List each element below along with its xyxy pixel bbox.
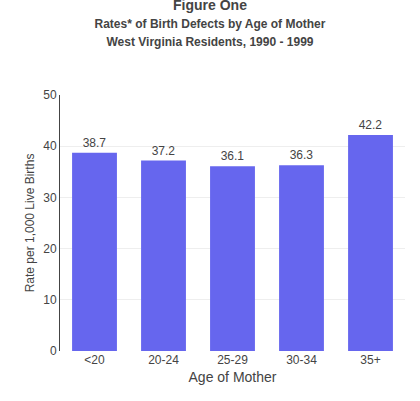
svg-text:20: 20 [43, 242, 57, 256]
svg-text:35+: 35+ [360, 353, 380, 367]
svg-text:Figure OneRates* of Birth Defe: Figure OneRates* of Birth Defects by Age… [95, 0, 326, 49]
svg-text:30: 30 [43, 191, 57, 205]
svg-text:50: 50 [43, 88, 57, 102]
svg-text:36.3: 36.3 [290, 148, 314, 162]
svg-text:25-29: 25-29 [217, 353, 248, 367]
svg-text:36.1: 36.1 [221, 149, 245, 163]
svg-text:40: 40 [43, 139, 57, 153]
svg-text:0: 0 [50, 344, 57, 358]
svg-text:38.7: 38.7 [83, 136, 107, 150]
svg-text:42.2: 42.2 [359, 118, 383, 132]
svg-text:<20: <20 [84, 353, 105, 367]
svg-text:20-24: 20-24 [148, 353, 179, 367]
svg-text:37.2: 37.2 [152, 144, 176, 158]
svg-text:Age of Mother: Age of Mother [189, 369, 277, 385]
svg-text:Rate per 1,000 Live Births: Rate per 1,000 Live Births [23, 154, 37, 293]
svg-text:10: 10 [43, 293, 57, 307]
svg-text:30-34: 30-34 [286, 353, 317, 367]
